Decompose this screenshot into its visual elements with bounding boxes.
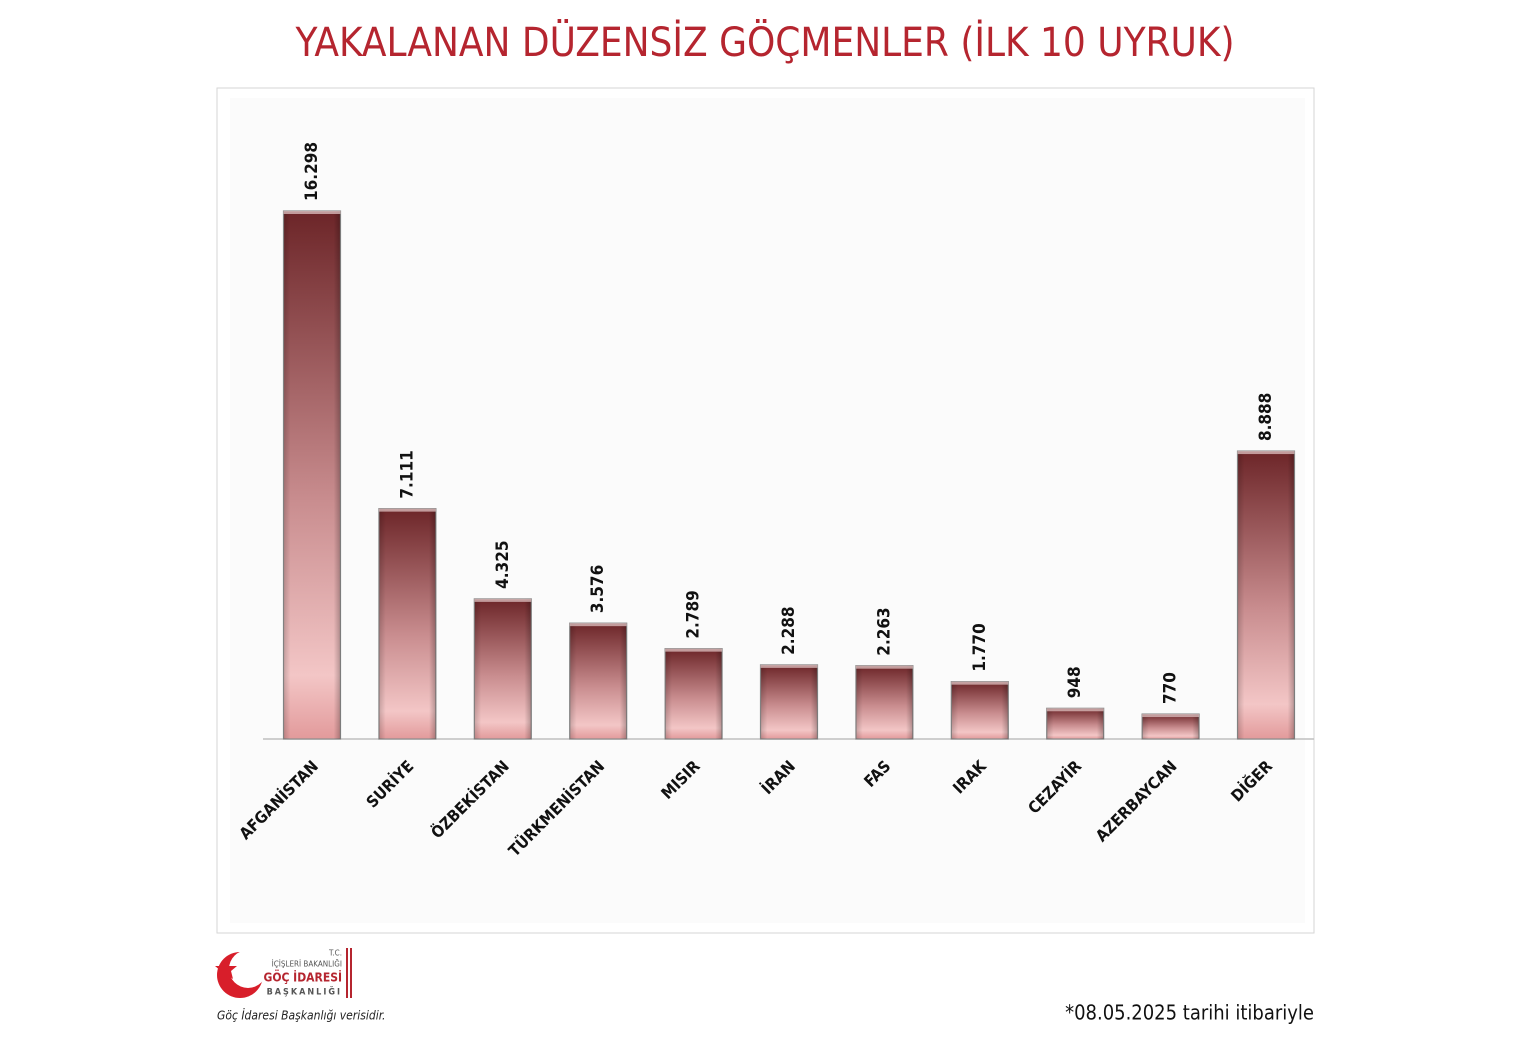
bar-shade [474,598,532,739]
logo: T.C. İÇİŞLERİ BAKANLIĞI GÖÇ İDARESİ BAŞK… [215,948,352,998]
bar-top [665,648,723,652]
data-label: 1.770 [970,623,990,671]
logo-rule [346,948,348,998]
bar-top [951,681,1009,685]
bar-top [855,665,913,669]
logo-text: T.C. [328,949,342,958]
bar-top [1046,708,1104,712]
data-label: 948 [1065,666,1085,698]
logo-rule [350,948,352,998]
data-label: 2.263 [874,607,894,655]
data-label: 770 [1161,672,1181,704]
data-label: 7.111 [397,450,417,498]
bar-shade [569,623,627,739]
bar-top [760,664,818,668]
data-label: 16.298 [302,142,322,201]
bar-shade [283,211,341,739]
logo-crescent-cut [229,950,267,988]
bar-top [378,508,436,512]
chart-title: YAKALANAN DÜZENSİZ GÖÇMENLER (İLK 10 UYR… [294,18,1234,66]
logo-text: GÖÇ İDARESİ [263,970,342,985]
data-label: 4.325 [493,540,513,588]
note: *08.05.2025 tarihi itibariyle [1065,1001,1314,1025]
bar-shade [1142,714,1200,739]
bar-shade [855,665,913,739]
bar-shade [760,664,818,739]
bar-top [474,598,532,602]
bar-top [569,623,627,627]
bar-shade [1046,708,1104,739]
data-label: 3.576 [588,565,608,613]
data-label: 2.789 [684,590,704,638]
logo-text: BAŞKANLIĞI [267,986,342,998]
data-label: 2.288 [779,606,799,654]
bar-top [1237,451,1295,455]
bar-shade [665,648,723,739]
bar-top [1142,714,1200,718]
bar-shade [951,681,1009,739]
bar-shade [1237,451,1295,739]
source: Göç İdaresi Başkanlığı verisidir. [217,1008,385,1023]
logo-text: İÇİŞLERİ BAKANLIĞI [272,958,342,969]
data-label: 8.888 [1256,393,1276,441]
bar-top [283,211,341,214]
bar-shade [378,508,436,739]
logo-star [215,958,237,979]
